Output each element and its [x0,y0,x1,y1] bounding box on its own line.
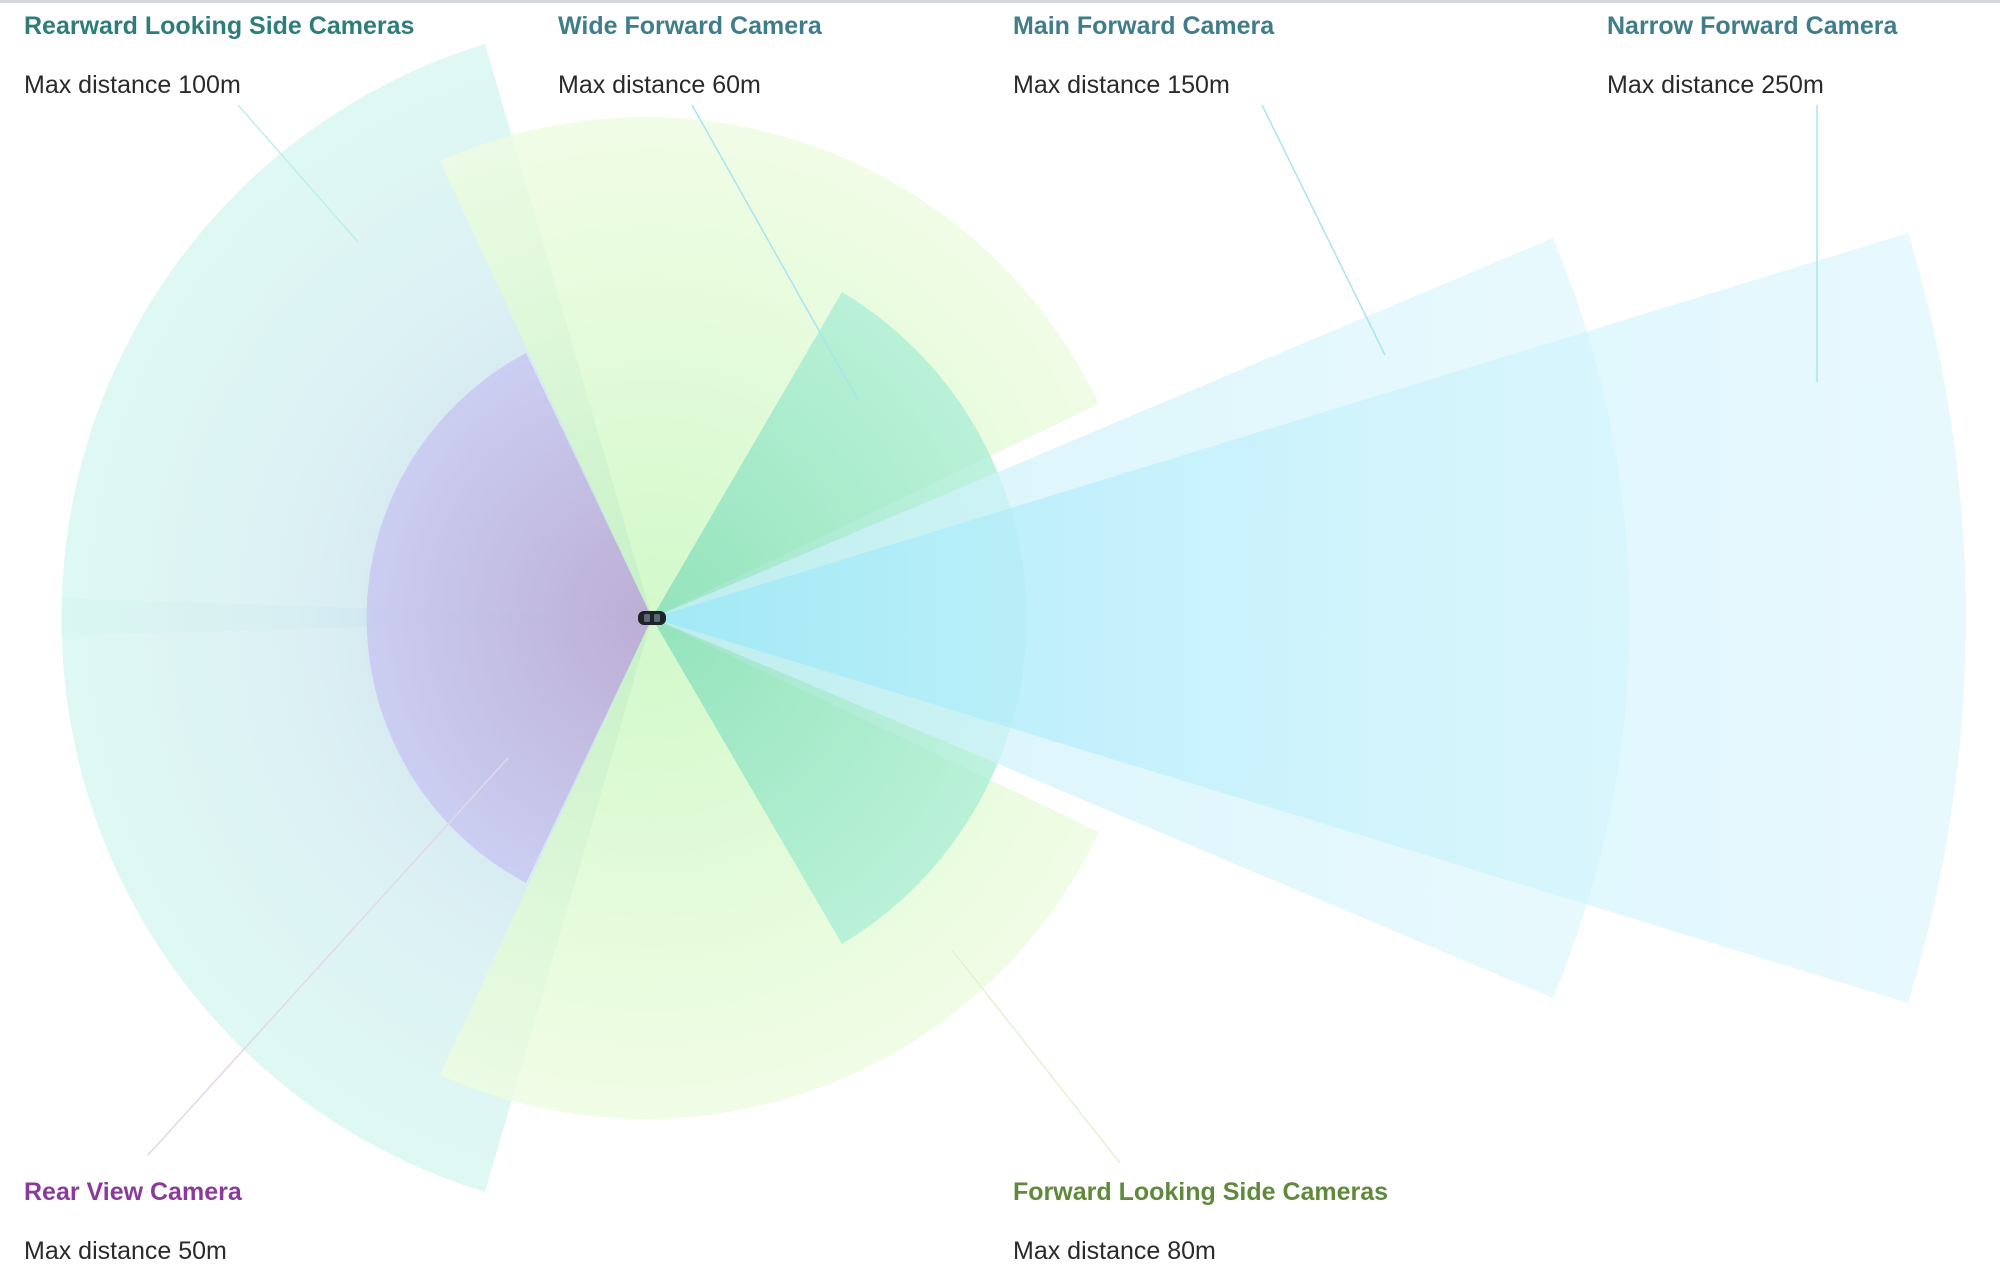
forward-side-title: Forward Looking Side Cameras [1013,1178,1389,1206]
forward-side-label: Forward Looking Side Cameras Max distanc… [1013,1178,1388,1266]
forward-side-leader [951,949,1121,1164]
vehicle-icon [638,611,666,625]
wide-forward-label: Wide Forward Camera Max distance 60m [558,12,822,100]
rearward-side-leader [237,104,359,243]
main-forward-leader [1261,104,1386,356]
rearward-side-title: Rearward Looking Side Cameras [24,12,415,40]
main-forward-title: Main Forward Camera [1013,12,1275,40]
rear-view-distance: Max distance 50m [24,1237,227,1265]
forward-side-coverage-right [440,618,1099,1119]
narrow-forward-coverage [652,233,1966,1003]
top-divider [0,0,2000,3]
forward-side-distance: Max distance 80m [1013,1237,1216,1265]
narrow-forward-label: Narrow Forward Camera Max distance 250m [1607,12,1897,100]
main-forward-label: Main Forward Camera Max distance 150m [1013,12,1274,100]
rear-view-label: Rear View Camera Max distance 50m [24,1178,242,1266]
main-forward-distance: Max distance 150m [1013,71,1230,99]
rearward-side-label: Rearward Looking Side Cameras Max distan… [24,12,414,100]
wide-forward-leader [691,104,859,401]
wide-forward-title: Wide Forward Camera [558,12,822,40]
rear-view-coverage [366,353,652,883]
wide-forward-distance: Max distance 60m [558,71,761,99]
rear-view-leader [147,757,509,1156]
rearward-side-distance: Max distance 100m [24,71,241,99]
narrow-forward-title: Narrow Forward Camera [1607,12,1898,40]
rear-view-title: Rear View Camera [24,1178,242,1206]
forward-side-coverage-left [440,117,1099,618]
narrow-forward-distance: Max distance 250m [1607,71,1824,99]
